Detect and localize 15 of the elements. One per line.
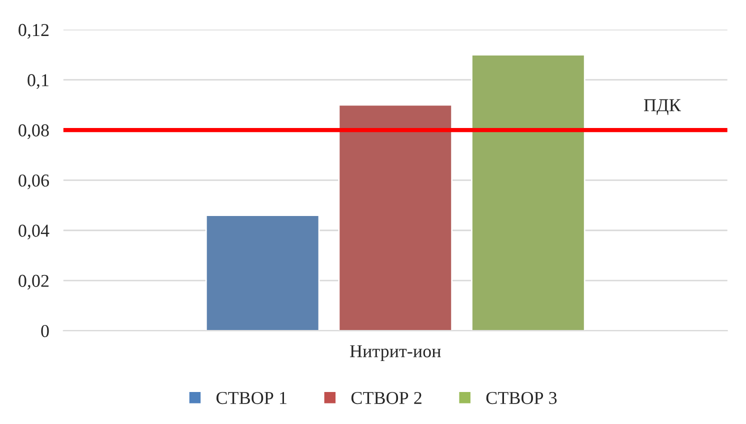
bar — [205, 214, 320, 331]
ref-line-label: ПДК — [644, 99, 681, 115]
bar — [471, 54, 586, 331]
x-tick-label: Нитрит-ион — [350, 345, 441, 361]
y-tick-label: 0,02 — [18, 274, 49, 290]
y-tick-label: 0,12 — [18, 24, 49, 39]
y-tick-label: 0,1 — [28, 74, 48, 89]
y-tick-label: 0,06 — [18, 174, 49, 190]
legend-label: СТВОР 2 — [351, 392, 422, 404]
bar — [338, 104, 453, 331]
y-tick-label: 0,04 — [18, 224, 50, 240]
legend-label: СТВОР 1 — [216, 392, 286, 404]
y-tick-label: 0 — [41, 324, 49, 338]
y-tick-label: 0,08 — [18, 124, 49, 140]
legend-label: СТВОР 3 — [486, 392, 557, 404]
